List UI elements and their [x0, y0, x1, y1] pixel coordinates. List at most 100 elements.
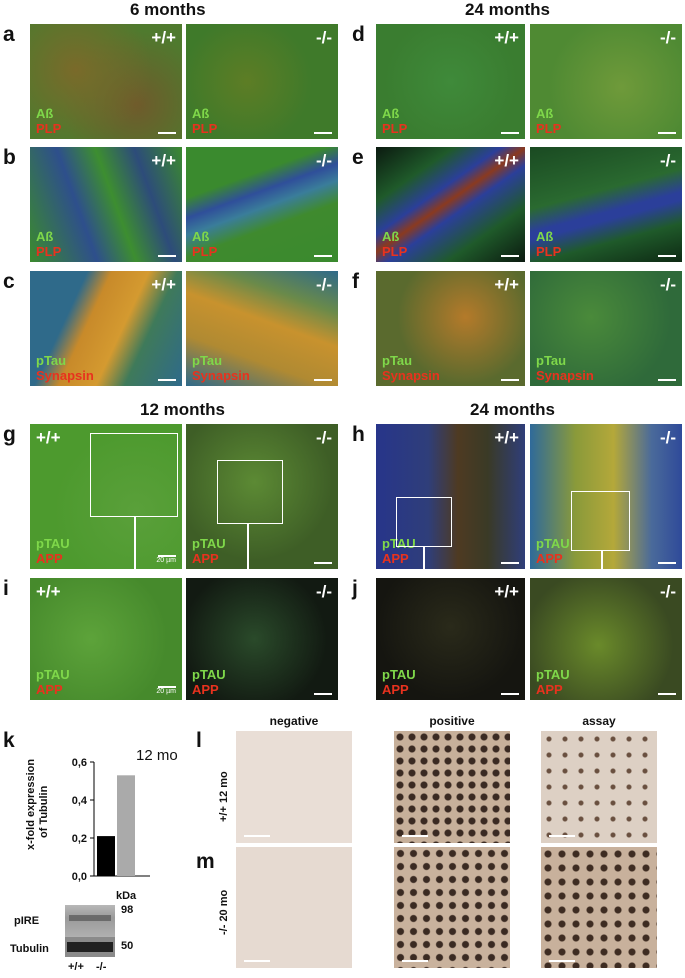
zoom-connector-h-ko — [601, 550, 603, 601]
stain-legend: Aß PLP — [536, 106, 562, 136]
stain-legend: pTau Synapsin — [192, 353, 250, 383]
stain-legend: Aß PLP — [382, 106, 408, 136]
western-lane-label-ko: -/- — [96, 961, 107, 973]
zoom-box-g-wt — [90, 433, 178, 517]
panel-j-ko-image: -/- pTAU APP — [530, 578, 682, 700]
panel-c-wt-image: +/+ pTau Synapsin — [30, 271, 182, 386]
panel-h-ko-image: -/- pTAU APP — [530, 424, 682, 569]
panel-i-ko-image: -/- pTAU APP — [186, 578, 338, 700]
panel-h-wt-image: +/+ pTAU APP — [376, 424, 525, 569]
stain-legend: Aß PLP — [536, 229, 562, 259]
stain-legend: pTAU APP — [36, 667, 70, 697]
stain-legend: Aß PLP — [36, 229, 62, 259]
scale-bar-label: 20 µm — [156, 688, 176, 695]
genotype-label: -/- — [659, 28, 676, 47]
genotype-label: -/- — [659, 582, 676, 601]
scale-bar — [314, 255, 332, 257]
western-blot-tubulin — [65, 937, 115, 957]
ihc-row-wt-12mo: +/+ 12 mo — [218, 771, 230, 822]
chart-bar-wt — [97, 836, 115, 876]
header-6-months: 6 months — [130, 0, 206, 19]
scale-bar — [658, 693, 676, 695]
genotype-label: -/- — [315, 28, 332, 47]
scale-bar — [658, 379, 676, 381]
scale-bar — [658, 255, 676, 257]
stain-legend: Aß PLP — [36, 106, 62, 136]
panel-i-wt-image: +/+ pTAU APP 20 µm — [30, 578, 182, 700]
chart-y-tick-label: 0,2 — [72, 833, 87, 845]
genotype-label: +/+ — [151, 275, 176, 294]
stain-legend: Aß PLP — [192, 229, 218, 259]
scale-bar — [314, 379, 332, 381]
panel-label-b: b — [3, 146, 16, 169]
zoom-connector-g-wt — [134, 517, 136, 601]
scale-bar-label: 20 µm — [156, 557, 176, 564]
panel-label-i: i — [3, 577, 9, 600]
genotype-label: -/- — [315, 151, 332, 170]
stain-legend: pTAU APP — [536, 667, 570, 697]
panel-e-wt-image: +/+ Aß PLP — [376, 147, 525, 262]
scale-bar — [314, 132, 332, 134]
scale-bar — [158, 379, 176, 381]
western-kda-98: 98 — [121, 904, 134, 916]
ihc-col-positive: positive — [429, 714, 475, 728]
panel-label-j: j — [352, 577, 358, 600]
genotype-label: -/- — [315, 428, 332, 447]
genotype-label: -/- — [315, 582, 332, 601]
stain-legend: Aß PLP — [192, 106, 218, 136]
stain-legend: pTAU APP — [36, 536, 70, 566]
panel-label-h: h — [352, 423, 365, 446]
ihc-m-positive — [394, 847, 510, 968]
stain-legend: pTAU APP — [382, 536, 416, 566]
panel-f-wt-image: +/+ pTau Synapsin — [376, 271, 525, 386]
panel-d-ko-image: -/- Aß PLP — [530, 24, 682, 139]
genotype-label: +/+ — [494, 582, 519, 601]
ihc-l-positive — [394, 731, 510, 843]
expression-bar-chart: x-fold expression of Tubulin 0,0 0,2 0,4 0,… — [25, 747, 178, 883]
scale-bar — [501, 132, 519, 134]
panel-b-wt-image: +/+ Aß PLP — [30, 147, 182, 262]
kda-label: kDa — [116, 890, 137, 902]
panel-g-ko-image: -/- pTAU APP — [186, 424, 338, 569]
scale-bar — [158, 255, 176, 257]
genotype-label: -/- — [659, 428, 676, 447]
panel-d-wt-image: +/+ Aß PLP — [376, 24, 525, 139]
scale-bar — [158, 132, 176, 134]
panel-label-a: a — [3, 23, 15, 46]
ihc-col-negative: negative — [269, 714, 319, 728]
chart-y-tick-label: 0,6 — [72, 757, 87, 769]
western-band-label-pire: pIRE — [14, 915, 40, 927]
panel-label-m: m — [196, 850, 215, 873]
genotype-label: +/+ — [494, 28, 519, 47]
genotype-label: +/+ — [494, 151, 519, 170]
panel-label-d: d — [352, 23, 365, 46]
panel-f-ko-image: -/- pTau Synapsin — [530, 271, 682, 386]
genotype-label: -/- — [659, 151, 676, 170]
ihc-col-assay: assay — [582, 714, 616, 728]
ihc-m-negative — [236, 847, 352, 968]
ihc-l-negative — [236, 731, 352, 843]
header-24-months-top: 24 months — [465, 0, 551, 19]
panel-a-ko-image: -/- Aß PLP — [186, 24, 338, 139]
chart-annotation: 12 mo — [136, 747, 178, 764]
chart-y-tick-label: 0,0 — [72, 871, 87, 883]
stain-legend: pTAU APP — [382, 667, 416, 697]
panel-a-wt-image: +/+ Aß PLP — [30, 24, 182, 139]
stain-legend: Aß PLP — [382, 229, 408, 259]
genotype-label: +/+ — [36, 582, 61, 601]
scale-bar — [658, 132, 676, 134]
scale-bar — [658, 562, 676, 564]
stain-legend: pTAU APP — [536, 536, 570, 566]
zoom-box-h-ko — [571, 491, 630, 551]
stain-legend: pTAU APP — [192, 667, 226, 697]
panel-b-ko-image: -/- Aß PLP — [186, 147, 338, 262]
scale-bar — [314, 693, 332, 695]
genotype-label: +/+ — [151, 151, 176, 170]
panel-label-f: f — [352, 270, 359, 293]
scale-bar — [501, 693, 519, 695]
header-12-months: 12 months — [140, 400, 226, 419]
zoom-connector-h-wt — [423, 546, 425, 601]
scale-bar — [501, 562, 519, 564]
western-lane-label-wt: +/+ — [68, 961, 84, 973]
panel-label-e: e — [352, 146, 364, 169]
